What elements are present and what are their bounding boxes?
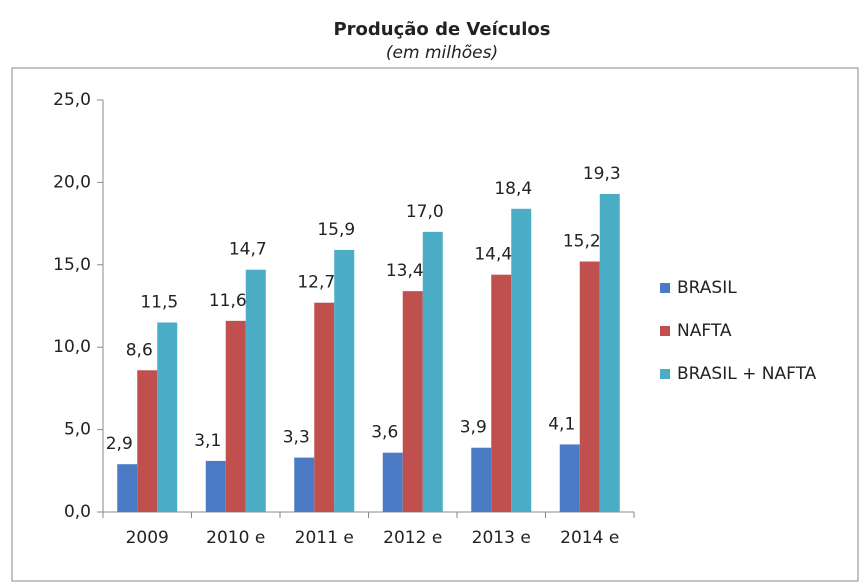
data-label: 15,9: [317, 220, 355, 240]
chart-frame: [11, 67, 859, 582]
y-tick-label: 0,0: [64, 502, 91, 522]
y-tick-label: 10,0: [53, 337, 91, 357]
bar: [245, 269, 266, 512]
data-label: 3,1: [194, 431, 221, 451]
bar: [117, 464, 138, 512]
data-label: 13,4: [386, 261, 424, 281]
bar: [422, 231, 443, 512]
legend-swatch: [660, 369, 670, 379]
legend-swatch: [660, 283, 670, 293]
data-label: 18,4: [494, 179, 532, 199]
x-tick-label: 2010 e: [206, 528, 265, 548]
data-label: 11,5: [140, 292, 178, 312]
data-label: 8,6: [126, 340, 153, 360]
data-label: 12,7: [297, 273, 335, 293]
x-tick-label: 2013 e: [472, 528, 531, 548]
data-label: 3,3: [283, 428, 310, 448]
data-label: 15,2: [563, 232, 601, 252]
bar: [559, 444, 580, 512]
bar: [511, 208, 532, 512]
legend-label: BRASIL + NAFTA: [677, 364, 817, 384]
x-tick-label: 2014 e: [560, 528, 619, 548]
bar: [157, 322, 178, 512]
bar: [491, 274, 512, 512]
bar: [137, 370, 158, 512]
data-label: 14,4: [474, 245, 512, 265]
bar: [334, 249, 355, 512]
y-tick-label: 25,0: [53, 90, 91, 110]
data-label: 14,7: [229, 240, 267, 260]
bar: [382, 452, 403, 512]
data-label: 3,9: [460, 418, 487, 438]
legend-swatch: [660, 326, 670, 336]
y-tick-label: 15,0: [53, 255, 91, 275]
x-tick-label: 2011 e: [295, 528, 354, 548]
legend-label: BRASIL: [677, 278, 737, 298]
x-tick-label: 2009: [126, 528, 169, 548]
bar: [471, 447, 492, 512]
chart-title: Produção de Veículos: [333, 19, 550, 40]
y-tick-label: 20,0: [53, 172, 91, 192]
bar: [205, 460, 226, 512]
bar: [599, 193, 620, 512]
data-label: 19,3: [583, 164, 621, 184]
bar: [579, 261, 600, 512]
bar: [314, 302, 335, 512]
data-label: 17,0: [406, 202, 444, 222]
bar: [225, 320, 246, 512]
x-tick-label: 2012 e: [383, 528, 442, 548]
legend-label: NAFTA: [677, 321, 732, 341]
bar: [402, 291, 423, 512]
data-label: 2,9: [106, 434, 133, 454]
data-label: 3,6: [371, 423, 398, 443]
chart-subtitle: (em milhões): [386, 43, 498, 63]
y-tick-label: 5,0: [64, 420, 91, 440]
bar: [294, 457, 315, 512]
data-label: 11,6: [209, 291, 247, 311]
data-label: 4,1: [548, 414, 575, 434]
